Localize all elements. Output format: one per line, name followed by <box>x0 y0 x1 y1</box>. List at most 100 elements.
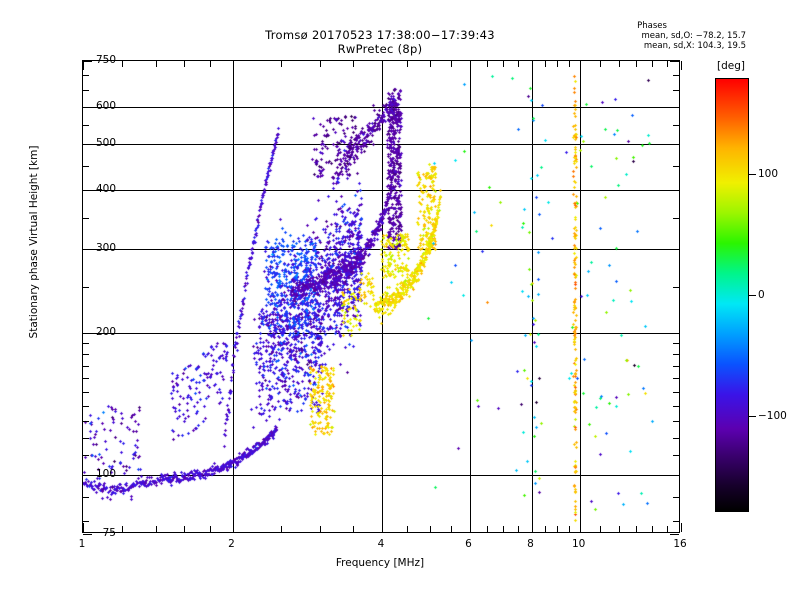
axis-tick <box>673 405 679 407</box>
axis-tick <box>673 520 679 522</box>
axis-tick <box>681 523 682 532</box>
axis-tick <box>155 526 157 532</box>
axis-tick <box>184 526 186 532</box>
axis-tick <box>83 106 92 108</box>
colorbar-tick <box>749 295 756 296</box>
plot-title: Tromsø 20170523 17:38:00−17:39:43 <box>265 28 495 42</box>
phase-stats-annotation: Phases mean, sd,O: −78.2, 15.7 mean, sd,… <box>586 21 746 51</box>
plot-area <box>82 60 682 535</box>
axis-tick <box>670 474 679 476</box>
axis-tick <box>544 61 546 67</box>
axis-tick <box>673 354 679 356</box>
axis-tick <box>83 421 89 422</box>
axis-tick <box>670 61 679 62</box>
axis-tick <box>83 124 89 126</box>
y-tick-label: 75 <box>102 527 116 539</box>
x-tick-label: 10 <box>571 538 586 550</box>
plot-subtitle: RwPretec (8p) <box>337 42 423 56</box>
axis-tick <box>83 217 89 219</box>
y-tick-label: 500 <box>95 137 116 150</box>
axis-tick <box>579 61 581 70</box>
y-tick-label: 750 <box>95 54 116 66</box>
axis-tick <box>122 61 124 67</box>
axis-tick <box>382 61 383 70</box>
axis-tick <box>636 61 638 67</box>
scatter-points <box>83 61 681 534</box>
axis-tick <box>353 526 355 532</box>
axis-tick <box>670 534 679 535</box>
axis-tick <box>83 391 89 393</box>
axis-tick <box>122 526 124 532</box>
axis-tick <box>673 421 679 422</box>
axis-tick <box>469 523 471 532</box>
axis-tick <box>83 496 89 498</box>
axis-tick <box>83 190 92 192</box>
y-tick-label: 600 <box>95 99 116 112</box>
axis-tick <box>83 365 89 367</box>
axis-tick <box>83 523 84 532</box>
axis-tick <box>619 526 620 532</box>
axis-tick <box>652 61 654 67</box>
x-tick-label: 2 <box>228 538 235 550</box>
axis-tick <box>83 286 89 288</box>
axis-tick <box>673 365 679 367</box>
axis-tick <box>83 90 89 92</box>
axis-tick <box>280 526 282 532</box>
axis-tick <box>600 61 602 67</box>
phase-stats-x: mean, sd,X: 104.3, 19.5 <box>643 40 746 51</box>
axis-tick <box>673 343 679 345</box>
axis-tick <box>579 523 581 532</box>
colorbar-tick <box>749 174 756 176</box>
axis-tick <box>407 526 409 532</box>
axis-tick <box>568 526 570 532</box>
axis-tick <box>670 249 679 251</box>
axis-tick <box>619 61 620 67</box>
axis-tick <box>83 437 89 439</box>
axis-tick <box>652 526 654 532</box>
axis-tick <box>502 61 504 67</box>
axis-tick <box>673 124 679 126</box>
axis-tick <box>673 217 679 219</box>
x-tick-label: 1 <box>78 538 86 550</box>
y-axis-title: Stationary phase Virtual Height [km] <box>28 145 40 339</box>
y-tick-label: 100 <box>95 467 116 480</box>
axis-tick <box>83 343 89 345</box>
axis-tick <box>83 354 89 356</box>
colorbar <box>715 78 749 512</box>
y-tick-label: 400 <box>95 183 116 196</box>
axis-tick <box>636 526 638 532</box>
axis-tick <box>517 526 519 532</box>
axis-tick <box>670 144 679 146</box>
axis-tick <box>673 286 679 288</box>
y-tick-label: 200 <box>95 325 116 338</box>
axis-tick <box>209 61 211 67</box>
axis-tick <box>531 523 533 532</box>
axis-tick <box>673 165 679 167</box>
axis-tick <box>544 526 546 532</box>
axis-tick <box>320 61 321 67</box>
axis-tick <box>83 474 92 476</box>
axis-tick <box>407 61 409 67</box>
axis-tick <box>673 90 679 92</box>
y-tick-label: 300 <box>95 242 116 255</box>
axis-tick <box>280 61 282 67</box>
axis-tick <box>83 378 89 380</box>
axis-tick <box>430 526 432 532</box>
axis-tick <box>353 61 355 67</box>
axis-tick <box>502 526 504 532</box>
axis-tick <box>469 61 471 70</box>
axis-tick <box>430 61 432 67</box>
axis-tick <box>681 61 682 70</box>
phase-stats-o: mean, sd,O: −78.2, 15.7 <box>641 30 746 41</box>
x-axis-title: Frequency [MHz] <box>335 557 425 569</box>
axis-tick <box>670 332 679 334</box>
axis-tick <box>83 534 92 535</box>
axis-tick <box>232 61 234 70</box>
axis-tick <box>667 61 669 67</box>
axis-tick <box>83 61 84 70</box>
axis-tick <box>83 165 89 167</box>
x-tick-label: 4 <box>377 538 385 550</box>
axis-tick <box>568 61 570 67</box>
axis-tick <box>83 520 89 522</box>
